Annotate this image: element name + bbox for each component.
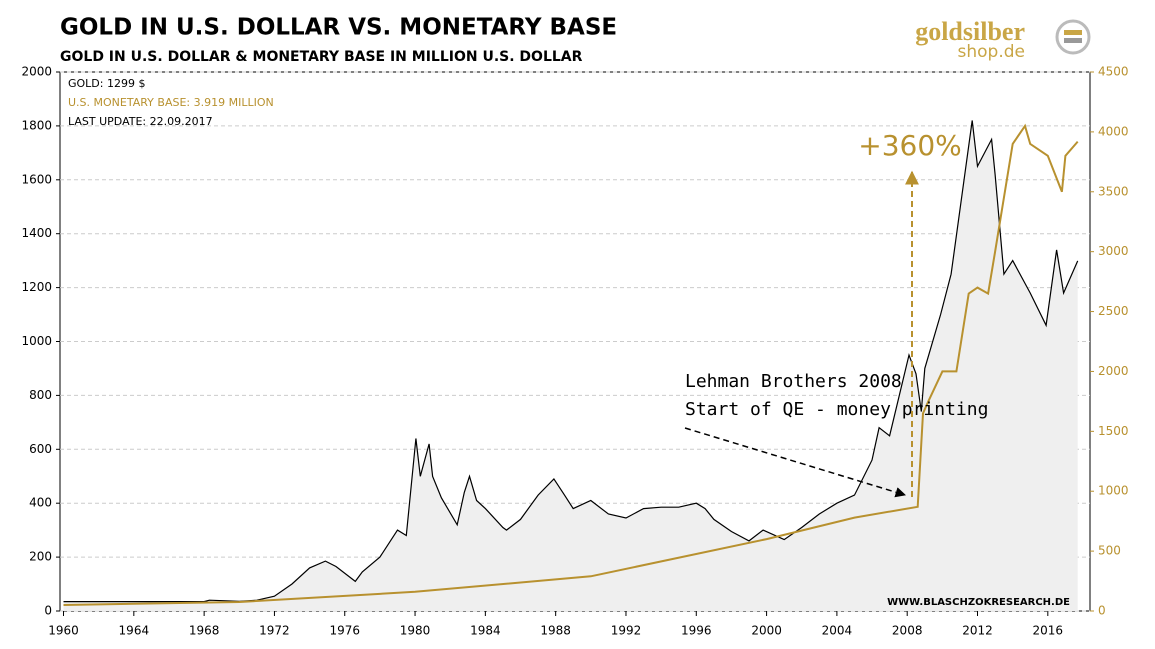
legend-entry: U.S. MONETARY BASE: 3.919 MILLION [68, 96, 274, 109]
logo-subtext: shop.de [958, 42, 1025, 62]
annotation-arrow [684, 427, 907, 498]
y-tick-label: 600 [29, 442, 52, 456]
y-tick-label: 2000 [21, 65, 52, 79]
line [63, 120, 1079, 603]
x-tick-label: 2012 [962, 624, 993, 638]
x-tick-label: 1972 [259, 624, 290, 638]
x-tick-label: 1968 [189, 624, 220, 638]
x-tick-label: 1960 [48, 624, 79, 638]
area [63, 120, 1078, 611]
x-tick-label: 1992 [611, 624, 642, 638]
x-tick-label: 2004 [822, 624, 853, 638]
annotation-percent: +360% [858, 129, 962, 162]
annotation: Start of QE - money printing [685, 399, 988, 420]
x-tick-label: 1964 [119, 624, 150, 638]
y-tick-label: 1200 [21, 280, 52, 294]
source: WWW.BLASCHZOKRESEARCH.DE [887, 597, 1070, 608]
x-tick-label: 2008 [892, 624, 923, 638]
line [63, 123, 1079, 606]
y-tick-label: 800 [29, 388, 52, 402]
y2-tick-label: 0 [1098, 604, 1106, 618]
x-tick-label: 1984 [470, 624, 501, 638]
y-tick-label: 1800 [21, 118, 52, 132]
y-tick-label: 1600 [21, 172, 52, 186]
x-tick-label: 2016 [1033, 624, 1064, 638]
chart-title: GOLD IN U.S. DOLLAR VS. MONETARY BASE [60, 15, 617, 41]
annotation: Lehman Brothers 2008 [685, 371, 902, 392]
y2-tick-label: 1000 [1098, 484, 1129, 498]
y-tick-label: 1400 [21, 226, 52, 240]
y2-tick-label: 3500 [1098, 184, 1129, 198]
x-tick-label: 1976 [329, 624, 360, 638]
x-tick-label: 2000 [751, 624, 782, 638]
y2-tick-label: 4500 [1098, 65, 1129, 79]
y-tick-label: 0 [44, 604, 52, 618]
y2-tick-label: 500 [1098, 544, 1121, 558]
chart-subtitle: GOLD IN U.S. DOLLAR & MONETARY BASE IN M… [60, 49, 583, 65]
y2-tick-label: 4000 [1098, 124, 1129, 138]
last-update: LAST UPDATE: 22.09.2017 [68, 115, 213, 128]
x-tick-label: 1988 [540, 624, 571, 638]
y2-tick-label: 2000 [1098, 364, 1129, 378]
logo-icon [1055, 19, 1091, 55]
legend-entry: GOLD: 1299 $ [68, 77, 145, 90]
y-tick-label: 200 [29, 550, 52, 564]
y2-tick-label: 3000 [1098, 244, 1129, 258]
y-tick-label: 1000 [21, 334, 52, 348]
y-tick-label: 400 [29, 496, 52, 510]
y2-tick-label: 1500 [1098, 424, 1129, 438]
y2-tick-label: 2500 [1098, 304, 1129, 318]
x-tick-label: 1996 [681, 624, 712, 638]
x-tick-label: 1980 [400, 624, 431, 638]
logo-text: goldsilber [915, 17, 1025, 46]
